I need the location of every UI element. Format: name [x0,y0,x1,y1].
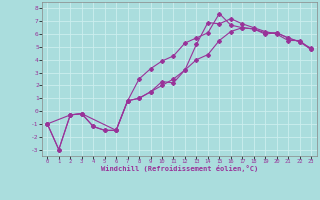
X-axis label: Windchill (Refroidissement éolien,°C): Windchill (Refroidissement éolien,°C) [100,165,258,172]
